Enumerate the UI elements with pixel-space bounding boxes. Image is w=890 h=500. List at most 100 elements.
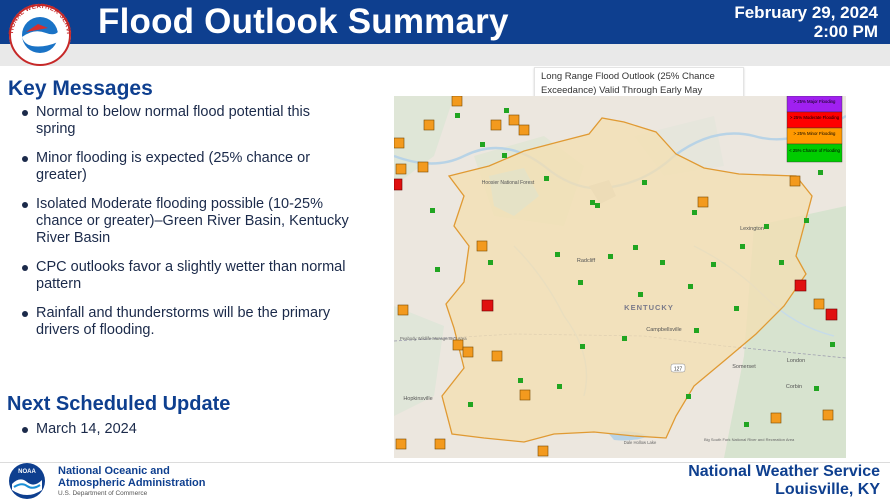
gauge-below[interactable] (480, 142, 485, 147)
gauge-below[interactable] (734, 306, 739, 311)
gauge-minor[interactable] (491, 350, 503, 362)
key-message-item: Isolated Moderate flooding possible (10-… (20, 196, 350, 247)
gauge-minor[interactable] (518, 124, 530, 136)
gauge-below[interactable] (830, 342, 835, 347)
label-campbellsville: Campbellsville (646, 327, 681, 333)
gauge-below[interactable] (692, 210, 697, 215)
key-messages-list: Normal to below normal flood potential t… (20, 104, 350, 351)
gauge-minor[interactable] (394, 137, 405, 149)
gauge-below[interactable] (694, 328, 699, 333)
gauge-minor[interactable] (537, 445, 549, 457)
footer-bar (0, 462, 890, 500)
gauge-below[interactable] (518, 378, 523, 383)
legend-swatch-below (786, 143, 843, 163)
legend-label-minor: > 25% Minor Flooding (794, 131, 837, 136)
gauge-below[interactable] (642, 180, 647, 185)
office-name-line1: National Weather Service (688, 463, 880, 480)
gauge-below[interactable] (504, 108, 509, 113)
label-peabody: Peabody Wildlife Management Area (400, 336, 467, 341)
label-kentucky: KENTUCKY (624, 303, 674, 312)
label-big-south-fork: Big South Fork National River and Recrea… (704, 437, 795, 442)
gauge-minor[interactable] (697, 196, 709, 208)
gauge-minor[interactable] (395, 163, 407, 175)
label-corbin: Corbin (786, 384, 802, 390)
header-datetime: February 29, 2024 2:00 PM (734, 3, 878, 41)
legend-label-major: > 25% Major Flooding (794, 99, 837, 104)
terrain-patch (394, 96, 454, 186)
gauge-minor[interactable] (490, 119, 502, 131)
header-time: 2:00 PM (813, 22, 878, 41)
gauge-below[interactable] (711, 262, 716, 267)
gauge-below[interactable] (578, 280, 583, 285)
office-name-line2: Louisville, KY (775, 481, 880, 498)
noaa-department: U.S. Department of Commerce (58, 490, 148, 497)
gauge-below[interactable] (430, 208, 435, 213)
gauge-moderate[interactable] (825, 308, 838, 321)
gauge-below[interactable] (633, 245, 638, 250)
label-dale-hollow: Dale Hollow Lake (624, 440, 657, 445)
gauge-minor[interactable] (519, 389, 531, 401)
gauge-below[interactable] (688, 284, 693, 289)
gauge-below[interactable] (468, 402, 473, 407)
gauge-below[interactable] (686, 394, 691, 399)
gauge-minor[interactable] (452, 339, 464, 351)
noaa-name-line2: Atmospheric Administration (58, 477, 206, 489)
gauge-below[interactable] (622, 336, 627, 341)
map-caption-line1: Long Range Flood Outlook (25% Chance (541, 71, 715, 82)
noaa-logo: NOAA (9, 463, 45, 499)
gauge-minor[interactable] (789, 175, 801, 187)
gauge-moderate[interactable] (481, 299, 494, 312)
label-london: London (787, 358, 805, 364)
route-shield (670, 363, 686, 373)
gauge-below[interactable] (455, 113, 460, 118)
gauge-below[interactable] (488, 260, 493, 265)
map-caption: Long Range Flood Outlook (25% Chance Exc… (534, 67, 744, 100)
gauge-below[interactable] (818, 170, 823, 175)
noaa-logo-text: NOAA (18, 469, 36, 475)
map-legend: > 25% Major Flooding > 25% Moderate Floo… (786, 96, 843, 163)
flood-outlook-map[interactable]: Hoosier National Forest Radcliff Lexingt… (394, 96, 846, 458)
gauge-below[interactable] (435, 267, 440, 272)
forest-area (489, 168, 539, 216)
noaa-name: National Oceanic and Atmospheric Adminis… (58, 465, 206, 489)
label-lexington: Lexington (740, 226, 764, 232)
gauge-minor[interactable] (417, 161, 429, 173)
gauge-below[interactable] (804, 218, 809, 223)
gauge-below[interactable] (814, 386, 819, 391)
gauge-minor[interactable] (822, 409, 834, 421)
gauge-below[interactable] (557, 384, 562, 389)
gauge-below[interactable] (544, 176, 549, 181)
gauge-minor[interactable] (813, 298, 825, 310)
gauge-moderate[interactable] (394, 178, 403, 191)
legend-label-moderate: > 25% Moderate Flooding (790, 115, 840, 120)
gauge-below[interactable] (638, 292, 643, 297)
noaa-name-line1: National Oceanic and (58, 465, 170, 477)
gauge-minor[interactable] (476, 240, 488, 252)
gauge-minor[interactable] (451, 96, 463, 107)
gauge-below[interactable] (595, 203, 600, 208)
gauge-below[interactable] (740, 244, 745, 249)
legend-label-below: < 25% Chance of Flooding (789, 148, 840, 153)
gauge-minor[interactable] (508, 114, 520, 126)
gauge-below[interactable] (660, 260, 665, 265)
key-message-item: CPC outlooks favor a slightly wetter tha… (20, 259, 350, 293)
gauge-moderate[interactable] (794, 279, 807, 292)
gauge-below[interactable] (555, 252, 560, 257)
gauge-below[interactable] (502, 153, 507, 158)
gauge-below[interactable] (744, 422, 749, 427)
nws-logo: NATIONAL WEATHER SERVICE (4, 2, 72, 66)
gauge-minor[interactable] (462, 346, 474, 358)
gauge-minor[interactable] (770, 412, 782, 424)
key-messages-heading: Key Messages (8, 77, 153, 100)
gauge-minor[interactable] (423, 119, 435, 131)
label-somerset: Somerset (732, 364, 756, 370)
gauge-below[interactable] (779, 260, 784, 265)
gauge-minor[interactable] (395, 438, 407, 450)
gauge-below[interactable] (580, 344, 585, 349)
key-message-item: Minor flooding is expected (25% chance o… (20, 150, 350, 184)
gauge-minor[interactable] (434, 438, 446, 450)
gauge-below[interactable] (590, 200, 595, 205)
gauge-below[interactable] (764, 224, 769, 229)
gauge-below[interactable] (608, 254, 613, 259)
gauge-minor[interactable] (397, 304, 409, 316)
